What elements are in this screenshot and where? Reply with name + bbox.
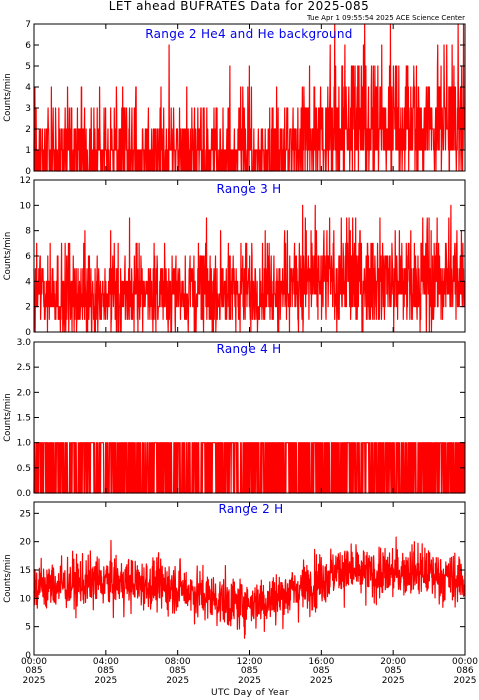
y-axis-label: Counts/min [3, 73, 13, 122]
y-tick-label: 2.5 [17, 363, 31, 373]
x-tick-text: 20:00 [380, 657, 406, 667]
x-tick-text: 2025 [94, 676, 117, 686]
generated-timestamp: Tue Apr 1 09:55:54 2025 ACE Science Cent… [306, 14, 465, 22]
y-axis-label: Counts/min [3, 232, 13, 281]
x-tick-text: 16:00 [308, 657, 334, 667]
x-tick-text: 2025 [310, 676, 333, 686]
y-tick-label: 10 [20, 201, 32, 211]
y-tick-label: 1.5 [17, 414, 31, 424]
y-tick-label: 2.0 [17, 388, 32, 398]
y-tick-label: 5 [25, 623, 31, 633]
x-tick-text: 085 [241, 666, 258, 676]
panel-title: Range 4 H [216, 342, 281, 356]
y-tick-label: 4 [25, 277, 31, 287]
x-tick-text: 086 [456, 666, 473, 676]
series-trace [33, 442, 466, 494]
x-axis-label: UTC Day of Year [211, 688, 289, 698]
x-tick-text: 08:00 [165, 657, 191, 667]
figure-title: LET ahead BUFRATES Data for 2025-085 [109, 0, 369, 13]
x-tick-text: 085 [385, 666, 402, 676]
x-tick-text: 04:00 [93, 657, 119, 667]
x-tick-text: 2025 [238, 676, 261, 686]
panel-title: Range 3 H [216, 182, 281, 196]
y-tick-label: 0.5 [17, 464, 31, 474]
x-tick-text: 12:00 [237, 657, 263, 667]
x-tick-text: 085 [97, 666, 114, 676]
y-tick-label: 0 [25, 651, 31, 661]
y-tick-label: 1.0 [17, 439, 32, 449]
x-tick-text: 00:00 [21, 657, 47, 667]
series-trace [33, 23, 466, 172]
y-tick-label: 6 [25, 252, 31, 262]
y-tick-label: 5 [25, 62, 31, 72]
y-tick-label: 8 [25, 227, 31, 237]
series-trace [33, 536, 466, 639]
x-tick-text: 2025 [454, 676, 477, 686]
series-trace [33, 204, 466, 333]
y-tick-label: 2 [25, 303, 31, 313]
panel-title: Range 2 He4 and He background [145, 27, 352, 41]
x-tick-text: 085 [169, 666, 186, 676]
y-tick-label: 2 [25, 125, 31, 135]
y-axis-label: Counts/min [3, 393, 13, 442]
panel-2: 0 2 4 6 8 10 12 Counts/min Range 3 H [3, 176, 466, 338]
y-axis-label: Counts/min [3, 554, 13, 603]
x-tick-text: 00:00 [452, 657, 478, 667]
y-tick-label: 3 [25, 104, 31, 114]
y-tick-label: 10 [20, 594, 32, 604]
y-tick-label: 3.0 [17, 338, 32, 348]
y-tick-label: 6 [25, 41, 31, 51]
y-tick-label: 15 [20, 566, 31, 576]
y-tick-label: 12 [20, 176, 31, 186]
x-tick-text: 2025 [166, 676, 189, 686]
panel-1: 0 1 2 3 4 5 6 7 Counts/min Range 2 He4 and He bac… [3, 20, 466, 177]
x-tick-text: 085 [313, 666, 330, 676]
panel-4: 0 5 10 15 20 25 Counts/min Range 2 H [3, 501, 466, 661]
panel-title: Range 2 H [218, 502, 283, 516]
x-axis-labels: 00:00085202504:00085202508:00085202512:0… [21, 657, 478, 686]
y-tick-label: 0.0 [17, 489, 32, 499]
y-tick-label: 20 [20, 538, 32, 548]
y-tick-label: 4 [25, 83, 31, 93]
x-tick-text: 2025 [382, 676, 405, 686]
y-tick-label: 1 [25, 146, 31, 156]
y-tick-label: 0 [25, 167, 31, 177]
panel-3: 0.0 0.5 1.0 1.5 2.0 2.5 3.0 Counts/min Range 4 H [3, 338, 466, 499]
x-tick-text: 2025 [23, 676, 46, 686]
y-tick-label: 0 [25, 328, 31, 338]
y-tick-label: 25 [20, 509, 31, 519]
y-tick-label: 7 [25, 20, 31, 30]
x-tick-text: 085 [25, 666, 42, 676]
